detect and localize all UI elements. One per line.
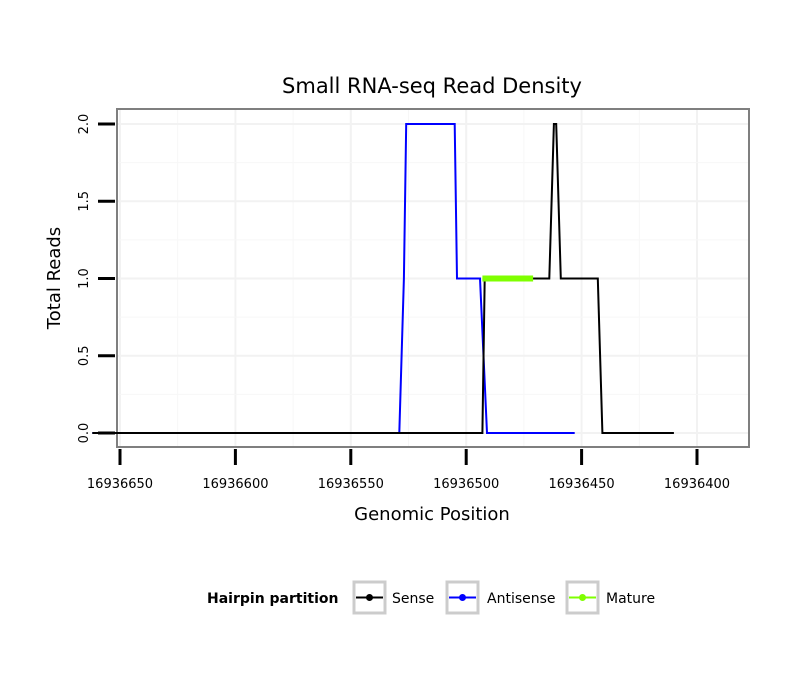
legend-key-point <box>366 594 373 601</box>
x-tick-label: 16936400 <box>664 477 730 492</box>
legend-key-point <box>459 594 466 601</box>
series-line-sense <box>92 123 674 434</box>
grid-lines <box>118 110 748 446</box>
x-tick-label: 16936500 <box>433 477 499 492</box>
y-tick-label: 0.0 <box>77 423 92 444</box>
legend-label-sense: Sense <box>392 591 434 607</box>
axes: 16936650 16936600 16936550 16936500 16936450… <box>77 114 730 492</box>
series-line-antisense <box>92 123 575 434</box>
legend: Hairpin partition Sense Antisense Mature <box>207 580 655 615</box>
x-tick-label: 16936600 <box>202 477 268 492</box>
y-axis-title: Total Reads <box>44 227 65 330</box>
x-tick-label: 16936650 <box>87 477 153 492</box>
y-tick-label: 1.5 <box>77 191 92 212</box>
x-tick-label: 16936550 <box>318 477 384 492</box>
legend-label-mature: Mature <box>606 591 655 607</box>
legend-title: Hairpin partition <box>207 591 338 607</box>
y-tick-label: 1.0 <box>77 268 92 289</box>
x-tick-label: 16936450 <box>549 477 615 492</box>
series-lines <box>92 123 674 434</box>
legend-label-antisense: Antisense <box>487 591 556 607</box>
y-tick-label: 2.0 <box>77 114 92 135</box>
legend-key-point <box>579 594 586 601</box>
x-axis-title: Genomic Position <box>354 504 510 525</box>
chart-title: Small RNA-seq Read Density <box>282 74 582 98</box>
y-tick-label: 0.5 <box>77 345 92 366</box>
